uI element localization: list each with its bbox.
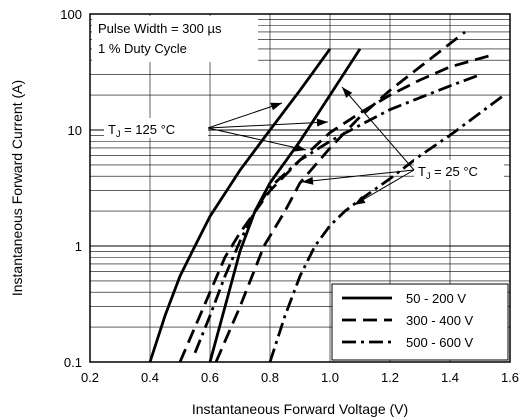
y-tick-label: 1 bbox=[75, 239, 82, 254]
tj-hot-label: TJ = 125 °C bbox=[108, 122, 175, 139]
x-axis-label: Instantaneous Forward Voltage (V) bbox=[192, 401, 408, 417]
plot-frame bbox=[89, 13, 511, 363]
y-tick-label: 10 bbox=[68, 123, 82, 138]
arrow-head bbox=[354, 196, 366, 205]
series-line bbox=[214, 30, 466, 363]
x-tick-label: 1.6 bbox=[501, 370, 519, 385]
arrow-line bbox=[341, 86, 415, 171]
arrow-head bbox=[270, 102, 282, 111]
arrow-head bbox=[294, 143, 306, 152]
y-tick-label: 0.1 bbox=[64, 355, 82, 370]
legend-label: 500 - 600 V bbox=[406, 335, 474, 350]
arrow-line bbox=[301, 169, 415, 183]
x-tick-label: 0.2 bbox=[81, 370, 99, 385]
arrow-head bbox=[302, 176, 314, 185]
x-tick-label: 1.0 bbox=[321, 370, 339, 385]
arrow-line bbox=[207, 102, 283, 129]
ticks: 0.2 0.4 0.6 0.8 1.0 1.2 1.4 1.6 0.1 1 10 100 bbox=[60, 7, 519, 385]
tj-hot-label-bg bbox=[104, 118, 208, 138]
arrow-line bbox=[207, 127, 307, 151]
x-tick-label: 1.4 bbox=[441, 370, 459, 385]
conditions-box bbox=[92, 16, 258, 62]
x-tick-label: 0.8 bbox=[261, 370, 279, 385]
legend: 50 - 200 V 300 - 400 V 500 - 600 V bbox=[342, 291, 474, 350]
series-line bbox=[193, 73, 481, 354]
x-tick-label: 0.6 bbox=[201, 370, 219, 385]
series-line bbox=[148, 48, 332, 363]
x-tick-label: 1.2 bbox=[381, 370, 399, 385]
series-line bbox=[268, 93, 505, 363]
tj-cold-label: TJ = 25 °C bbox=[418, 164, 478, 181]
y-axis-label: Instantaneous Forward Current (A) bbox=[9, 80, 25, 296]
legend-label: 50 - 200 V bbox=[406, 291, 466, 306]
y-tick-label: 100 bbox=[60, 7, 82, 22]
arrow-line bbox=[353, 169, 415, 206]
arrow-line bbox=[207, 121, 329, 129]
tj-cold-label-bg bbox=[414, 160, 504, 180]
x-tick-label: 0.4 bbox=[141, 370, 159, 385]
conditions-line1: Pulse Width = 300 µs bbox=[98, 21, 222, 36]
legend-label: 300 - 400 V bbox=[406, 313, 474, 328]
arrow-head bbox=[316, 118, 328, 127]
conditions-line2: 1 % Duty Cycle bbox=[98, 41, 187, 56]
annotation-arrows bbox=[207, 86, 415, 206]
series-layer bbox=[148, 30, 505, 363]
arrow-head bbox=[342, 87, 353, 98]
